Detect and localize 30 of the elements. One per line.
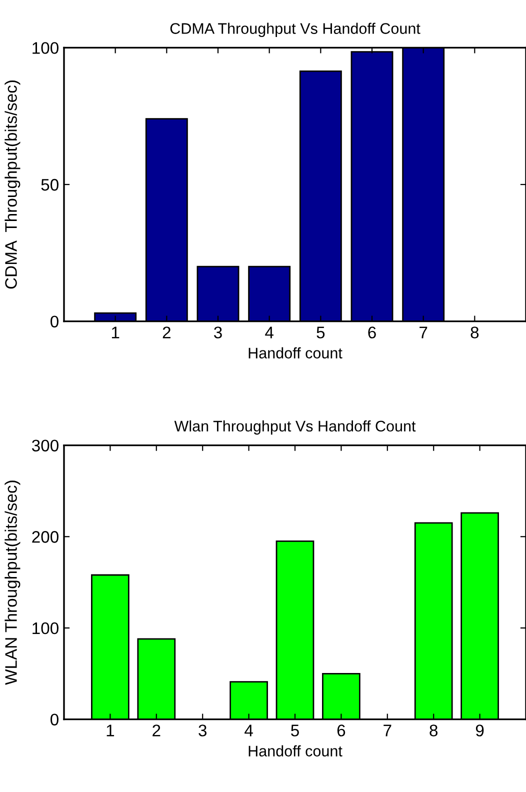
y-tick-label: 200 [32, 531, 58, 543]
y-tick-label: 50 [41, 178, 58, 191]
x-tick-label: 7 [420, 326, 428, 338]
y-tick-label: 0 [50, 316, 58, 328]
x-tick-label: 1 [106, 724, 114, 736]
x-tick-label: 5 [291, 724, 299, 736]
y-axis-title: WLAN Throughput(bits/sec) [4, 480, 20, 685]
x-tick-label: 1 [112, 326, 120, 338]
y-axis-title: CDMA Throughput(bits/sec) [4, 80, 20, 289]
x-tick-label: 3 [214, 326, 222, 338]
x-tick-label: 8 [430, 724, 438, 736]
x-tick-label: 3 [198, 724, 206, 736]
x-tick-label: 6 [337, 724, 346, 736]
chart-title: Wlan Throughput Vs Handoff Count [174, 420, 416, 435]
x-axis-title: Handoff count [248, 745, 342, 756]
x-tick-label: 6 [368, 326, 376, 338]
x-tick-label: 5 [316, 326, 325, 338]
chart-title: CDMA Throughput Vs Handoff Count [170, 22, 420, 37]
y-tick-label: 100 [32, 42, 58, 54]
x-tick-label: 8 [470, 326, 479, 338]
y-tick-label: 0 [50, 714, 58, 726]
x-tick-label: 9 [476, 724, 484, 736]
x-axis-title: Handoff count [248, 347, 342, 358]
x-tick-label: 4 [265, 326, 274, 338]
y-tick-label: 100 [32, 622, 58, 634]
x-tick-label: 4 [244, 724, 253, 736]
x-tick-label: 2 [162, 326, 170, 338]
x-tick-label: 7 [384, 724, 392, 736]
y-tick-label: 300 [32, 440, 58, 452]
x-tick-label: 2 [152, 724, 160, 736]
